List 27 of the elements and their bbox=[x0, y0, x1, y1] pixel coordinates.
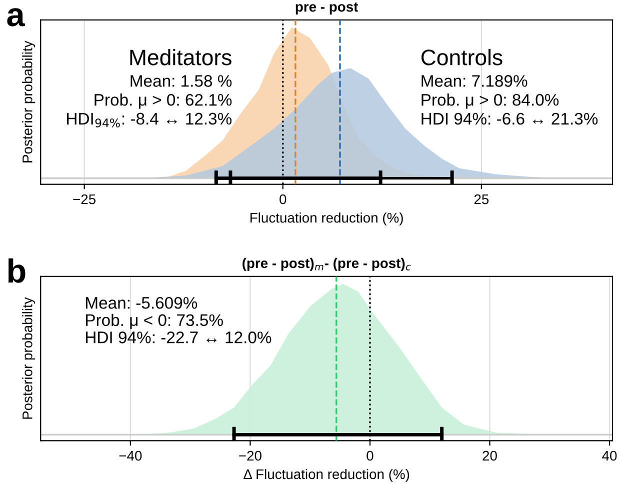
y-axis-title: Posterior probability bbox=[22, 297, 36, 419]
annotation: HDI 94%: -6.6 ↔ 21.3% bbox=[422, 112, 598, 125]
x-tick-label: 0 bbox=[366, 450, 374, 461]
text: b bbox=[8, 258, 26, 283]
annotation: HDI$_{94%}$: -8.4 ↔ 12.3% bbox=[67, 112, 232, 128]
annotation: Mean: 1.58 % bbox=[130, 75, 232, 87]
x-axis-title: Δ Fluctuation reduction (%) bbox=[244, 468, 410, 482]
x-tick-label: 25 bbox=[474, 194, 489, 204]
y-axis-title: Posterior probability bbox=[22, 40, 36, 162]
text: Controls bbox=[421, 49, 502, 66]
x-tick-label: 0 bbox=[280, 194, 286, 204]
annotation: Mean: -5.609% bbox=[86, 297, 198, 309]
annotation: Mean: 7.189% bbox=[422, 75, 528, 87]
x-tick-label: −40 bbox=[119, 450, 142, 461]
annotation: Prob. μ > 0: 62.1% bbox=[94, 94, 232, 109]
chart-title: pre - post bbox=[296, 2, 358, 14]
text: a bbox=[7, 8, 25, 26]
x-tick-label: −25 bbox=[73, 194, 96, 204]
series-label: Meditators bbox=[130, 49, 232, 66]
x-tick-label: 20 bbox=[482, 450, 497, 461]
annotation: HDI 94%: -22.7 ↔ 12.0% bbox=[86, 332, 272, 344]
x-axis-title: Fluctuation reduction (%) bbox=[250, 212, 403, 226]
x-tick-label: 40 bbox=[602, 450, 617, 461]
chart-title: (pre - post)$_{m}$- (pre - post)$_{c}$ bbox=[242, 258, 411, 271]
annotation: Prob. μ < 0: 73.5% bbox=[86, 314, 223, 330]
x-tick-label: −20 bbox=[239, 450, 262, 461]
annotation: Prob. μ > 0: 84.0% bbox=[422, 94, 559, 109]
